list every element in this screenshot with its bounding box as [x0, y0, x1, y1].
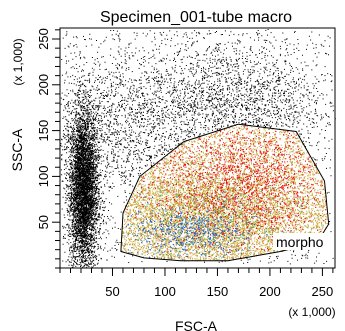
- x-tick-label: 250: [312, 284, 334, 299]
- x-tick-label: 50: [105, 284, 119, 299]
- plot-frame: [59, 27, 336, 269]
- x-axis-label: FSC-A: [175, 318, 218, 331]
- data-points: [60, 29, 336, 269]
- scatter-points-c8a030: [121, 125, 330, 262]
- gate-morpho-outline[interactable]: [120, 123, 330, 262]
- x-axis-ticks: 50 100 150 200 250: [59, 268, 334, 299]
- scatter-points-1e64c8: [121, 192, 291, 262]
- y-tick-label: 100: [36, 166, 51, 188]
- gate-label-background: [273, 233, 331, 250]
- x-axis-multiplier: (x 1,000): [288, 305, 335, 319]
- scatter-points-000000: [60, 29, 336, 269]
- chart-title: Specimen_001-tube macro: [100, 9, 292, 26]
- y-tick-label: 50: [36, 215, 51, 229]
- x-tick-label: 100: [154, 284, 176, 299]
- y-axis-ticks: 50 100 150 200 250: [36, 28, 60, 269]
- gate-layer: morpho: [120, 123, 331, 262]
- y-tick-label: 150: [36, 120, 51, 142]
- y-tick-label: 200: [36, 74, 51, 96]
- x-tick-label: 150: [207, 284, 229, 299]
- y-axis-multiplier: (x 1,000): [11, 38, 25, 85]
- gate-label: morpho: [276, 234, 324, 250]
- y-axis-label: SSC-A: [9, 128, 25, 171]
- y-tick-label: 250: [36, 28, 51, 50]
- x-tick-label: 200: [259, 284, 281, 299]
